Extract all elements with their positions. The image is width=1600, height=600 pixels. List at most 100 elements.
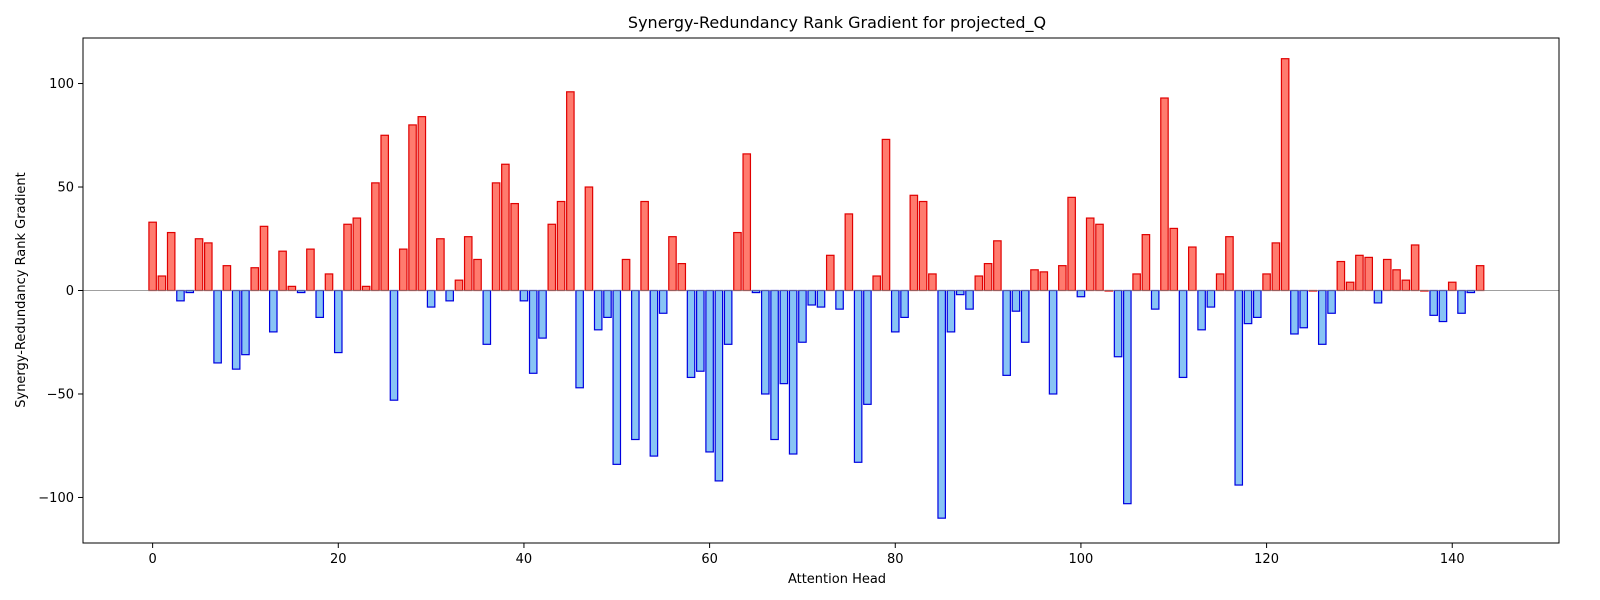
x-axis-label: Attention Head: [788, 572, 886, 587]
bar-head-55: [658, 289, 668, 314]
bar-head-29: [417, 116, 427, 292]
bar-head-58: [686, 289, 696, 379]
bar-head-92: [1002, 289, 1011, 376]
bar-head-108: [1150, 289, 1160, 310]
bar-head-53: [640, 200, 649, 292]
bars: [148, 58, 1485, 519]
y-tick-label: −100: [38, 491, 74, 506]
bar-head-112: [1188, 246, 1197, 292]
bar-head-102: [1095, 223, 1104, 292]
y-tick-label: 50: [57, 181, 74, 196]
bar-head-80: [890, 289, 900, 333]
bar-head-113: [1197, 289, 1206, 331]
bar-head-87: [955, 289, 965, 296]
bar-head-33: [454, 279, 464, 292]
x-tick-label: 80: [887, 552, 904, 567]
bar-head-36: [482, 289, 492, 345]
bar-head-46: [575, 289, 584, 389]
bar-head-133: [1382, 258, 1392, 292]
bar-head-70: [798, 289, 807, 343]
bar-head-5: [194, 238, 204, 292]
bar-head-2: [166, 231, 176, 292]
bar-head-8: [222, 265, 232, 292]
bar-head-13: [268, 289, 278, 333]
bar-head-35: [473, 258, 482, 292]
bar-head-124: [1299, 289, 1309, 329]
bar-head-42: [538, 289, 547, 339]
bar-head-3: [176, 289, 185, 302]
bar-head-127: [1327, 289, 1336, 314]
bar-head-10: [241, 289, 250, 356]
bar-head-111: [1178, 289, 1188, 379]
bar-head-90: [983, 262, 993, 292]
bar-head-134: [1392, 269, 1401, 292]
bar-head-34: [463, 236, 473, 292]
bar-head-51: [621, 258, 631, 292]
chart-title: Synergy-Redundancy Rank Gradient for pro…: [628, 13, 1046, 33]
bar-head-106: [1132, 273, 1141, 292]
bar-head-99: [1067, 196, 1076, 292]
bar-head-81: [900, 289, 909, 319]
bar-head-41: [528, 289, 538, 374]
bar-head-96: [1039, 271, 1049, 292]
bar-head-32: [445, 289, 454, 302]
bar-head-1: [157, 275, 167, 292]
bar-head-11: [250, 267, 260, 292]
bar-head-57: [677, 262, 687, 292]
bar-head-107: [1141, 234, 1151, 292]
bar-head-69: [788, 289, 798, 455]
bar-head-101: [1085, 217, 1095, 292]
bar-head-140: [1447, 281, 1457, 292]
bar-head-131: [1364, 256, 1374, 292]
bar-head-86: [946, 289, 956, 333]
bar-head-44: [556, 200, 566, 292]
bar-head-50: [612, 289, 622, 465]
y-axis-label: Synergy-Redundancy Rank Gradient: [14, 172, 29, 408]
bar-head-110: [1169, 227, 1179, 292]
bar-head-61: [714, 289, 724, 482]
bar-head-54: [649, 289, 659, 457]
bar-head-31: [436, 238, 445, 292]
bar-head-72: [816, 289, 826, 308]
bar-head-95: [1030, 269, 1039, 292]
bar-head-139: [1438, 289, 1448, 323]
bar-head-28: [408, 124, 417, 292]
x-tick-label: 20: [330, 552, 347, 567]
bar-head-43: [547, 223, 557, 292]
bar-head-82: [909, 194, 919, 292]
bar-head-83: [918, 200, 928, 292]
bar-head-78: [872, 275, 882, 292]
bar-head-128: [1336, 260, 1346, 292]
bar-head-20: [333, 289, 343, 354]
bar-head-12: [259, 225, 269, 292]
bar-head-116: [1225, 236, 1234, 292]
bar-head-64: [742, 153, 752, 292]
bar-head-109: [1160, 97, 1169, 292]
x-tick-label: 0: [148, 552, 156, 567]
bar-head-75: [844, 213, 854, 292]
bar-head-71: [807, 289, 817, 306]
bar-head-114: [1206, 289, 1216, 308]
bar-head-49: [603, 289, 612, 319]
bar-head-104: [1113, 289, 1123, 358]
bar-head-100: [1076, 289, 1086, 298]
bar-head-0: [148, 221, 157, 292]
bar-head-17: [306, 248, 315, 292]
bar-head-38: [501, 163, 510, 292]
bar-head-26: [389, 289, 399, 401]
bar-head-129: [1345, 281, 1355, 292]
bar-head-24: [371, 182, 380, 292]
bar-head-56: [668, 236, 677, 292]
x-tick-label: 100: [1069, 552, 1094, 567]
bar-head-62: [723, 289, 733, 345]
bar-head-73: [825, 254, 835, 292]
x-tick-label: 120: [1254, 552, 1279, 567]
bar-head-66: [760, 289, 770, 395]
x-tick-label: 140: [1440, 552, 1465, 567]
bar-head-59: [696, 289, 705, 372]
bar-head-130: [1355, 254, 1364, 292]
bar-head-89: [974, 275, 984, 292]
bar-head-40: [519, 289, 529, 302]
bar-head-94: [1020, 289, 1030, 343]
